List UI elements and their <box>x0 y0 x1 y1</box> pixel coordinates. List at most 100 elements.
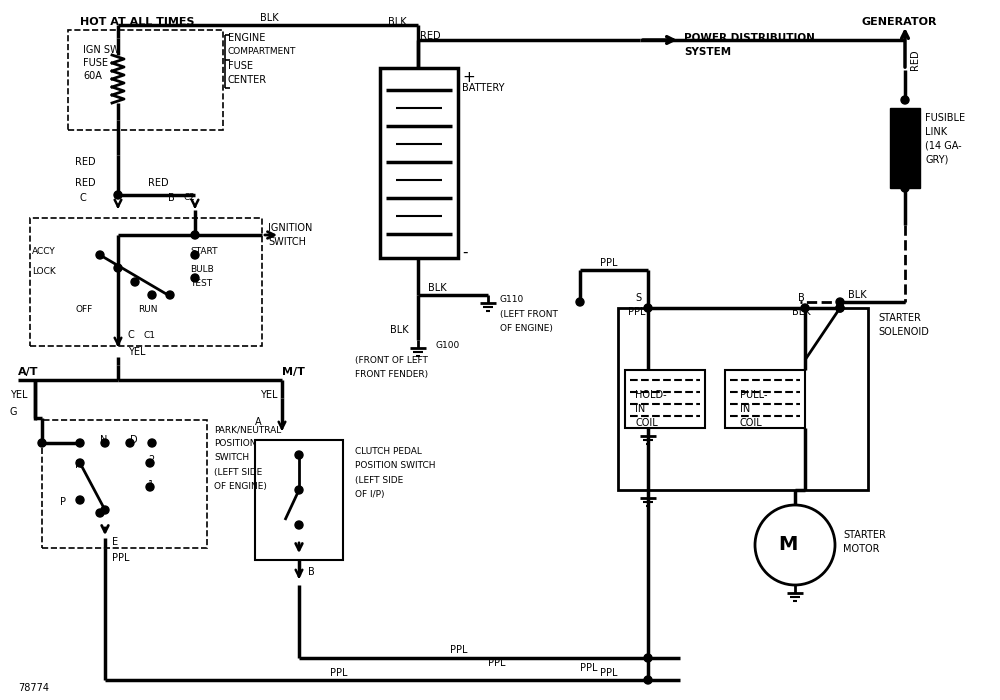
Text: POSITION: POSITION <box>214 440 256 449</box>
Text: MOTOR: MOTOR <box>843 544 880 554</box>
Bar <box>618 308 868 490</box>
Text: PPL: PPL <box>580 663 598 673</box>
Bar <box>890 108 920 188</box>
Text: C2: C2 <box>184 193 196 202</box>
Bar <box>68 30 223 130</box>
Text: SWITCH: SWITCH <box>268 237 306 247</box>
Circle shape <box>148 291 156 299</box>
Circle shape <box>146 483 154 491</box>
Text: POSITION SWITCH: POSITION SWITCH <box>355 461 436 470</box>
Circle shape <box>114 264 122 272</box>
Bar <box>42 420 207 548</box>
Text: OF ENGINE): OF ENGINE) <box>500 323 553 332</box>
Text: BLK: BLK <box>388 17 407 27</box>
Circle shape <box>148 439 156 447</box>
Bar <box>30 218 262 346</box>
Text: LOCK: LOCK <box>32 267 56 276</box>
Text: N: N <box>100 435 107 445</box>
Circle shape <box>801 304 809 312</box>
Text: PPL: PPL <box>488 658 506 668</box>
Text: FUSE: FUSE <box>228 61 253 71</box>
Text: BATTERY: BATTERY <box>462 83 505 93</box>
Text: B: B <box>308 567 315 577</box>
Circle shape <box>836 304 844 312</box>
Text: CLUTCH PEDAL: CLUTCH PEDAL <box>355 447 422 456</box>
Text: FUSIBLE: FUSIBLE <box>925 113 965 123</box>
Text: G: G <box>10 407 18 417</box>
Text: COIL: COIL <box>740 418 763 428</box>
Text: RED: RED <box>420 31 441 41</box>
Text: G110: G110 <box>500 295 524 304</box>
Circle shape <box>146 459 154 467</box>
Text: IN: IN <box>635 404 645 414</box>
Circle shape <box>191 251 199 259</box>
Text: GRY): GRY) <box>925 155 948 165</box>
Text: FRONT FENDER): FRONT FENDER) <box>355 370 428 379</box>
Text: G100: G100 <box>435 340 459 349</box>
Text: B: B <box>798 293 805 303</box>
Circle shape <box>126 439 134 447</box>
Circle shape <box>755 505 835 585</box>
Circle shape <box>76 496 84 504</box>
Circle shape <box>101 506 109 514</box>
Circle shape <box>576 298 584 306</box>
Text: M: M <box>778 536 797 554</box>
Circle shape <box>96 509 104 517</box>
Text: B: B <box>168 193 175 203</box>
Text: PPL: PPL <box>112 553 130 563</box>
Text: STARTER: STARTER <box>843 530 886 540</box>
Text: COIL: COIL <box>635 418 658 428</box>
Text: SYSTEM: SYSTEM <box>684 47 731 57</box>
Circle shape <box>191 231 199 239</box>
Bar <box>725 370 805 428</box>
Text: BLK: BLK <box>260 13 279 23</box>
Text: YEL: YEL <box>128 347 146 357</box>
Text: R: R <box>75 460 82 470</box>
Text: YEL: YEL <box>260 390 278 400</box>
Text: RED: RED <box>75 157 96 167</box>
Text: 2: 2 <box>148 455 154 465</box>
Circle shape <box>644 676 652 684</box>
Text: GENERATOR: GENERATOR <box>862 17 938 27</box>
Circle shape <box>644 654 652 662</box>
Text: PPL: PPL <box>330 668 348 678</box>
Text: BLK: BLK <box>848 290 867 300</box>
Text: RUN: RUN <box>138 305 158 314</box>
Text: PULL-: PULL- <box>740 390 768 400</box>
Text: E: E <box>112 537 118 547</box>
Circle shape <box>76 459 84 467</box>
Text: A: A <box>255 417 262 427</box>
Text: 1: 1 <box>148 480 154 490</box>
Text: POWER DISTRIBUTION: POWER DISTRIBUTION <box>684 33 815 43</box>
Text: TEST: TEST <box>190 279 212 288</box>
Text: C: C <box>80 193 87 203</box>
Text: 60A: 60A <box>83 71 102 81</box>
Text: S: S <box>635 293 641 303</box>
Text: STARTER: STARTER <box>878 313 921 323</box>
Text: +: + <box>462 71 475 85</box>
Circle shape <box>901 96 909 104</box>
Text: HOLD-: HOLD- <box>635 390 667 400</box>
Circle shape <box>101 439 109 447</box>
Text: M/T: M/T <box>282 367 305 377</box>
Text: LINK: LINK <box>925 127 947 137</box>
Text: PARK/NEUTRAL: PARK/NEUTRAL <box>214 426 281 435</box>
Text: RED: RED <box>910 50 920 70</box>
Circle shape <box>166 291 174 299</box>
Text: HOT AT ALL TIMES: HOT AT ALL TIMES <box>80 17 194 27</box>
Bar <box>255 440 343 560</box>
Text: YEL: YEL <box>10 390 28 400</box>
Text: ENGINE: ENGINE <box>228 33 265 43</box>
Circle shape <box>96 251 104 259</box>
Bar <box>625 370 705 428</box>
Text: RED: RED <box>75 178 96 188</box>
Text: RED: RED <box>148 178 169 188</box>
Text: C1: C1 <box>144 330 156 340</box>
Text: SOLENOID: SOLENOID <box>878 327 929 337</box>
Text: CENTER: CENTER <box>228 75 267 85</box>
Text: PPL: PPL <box>600 668 618 678</box>
Text: (LEFT SIDE: (LEFT SIDE <box>355 475 403 484</box>
Text: (FRONT OF LEFT: (FRONT OF LEFT <box>355 356 428 365</box>
Text: C: C <box>128 330 135 340</box>
Text: PPL: PPL <box>450 645 468 655</box>
